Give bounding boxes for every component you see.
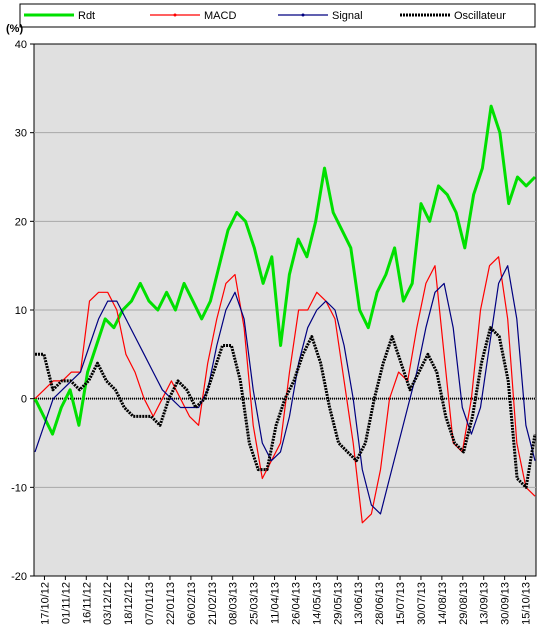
x-tick-label: 11/04/13 bbox=[270, 582, 282, 624]
y-tick-label: 30 bbox=[15, 128, 27, 140]
y-tick-label: 0 bbox=[21, 394, 27, 406]
legend-label-rdt: Rdt bbox=[78, 10, 95, 22]
series-line-macd bbox=[34, 256, 536, 524]
x-tick-label: 21/02/13 bbox=[207, 582, 219, 625]
x-tick-label: 06/02/13 bbox=[186, 582, 198, 625]
x-tick-label: 13/06/13 bbox=[353, 582, 365, 625]
x-tick-label: 30/07/13 bbox=[416, 582, 428, 625]
x-tick-label: 22/01/13 bbox=[165, 582, 177, 625]
legend-label-macd: MACD bbox=[204, 10, 236, 22]
x-tick-label: 15/10/13 bbox=[521, 582, 533, 625]
y-axis: -20 -10 0 10 20 30 40 bbox=[11, 39, 34, 583]
x-tick-label: 01/11/12 bbox=[60, 582, 72, 624]
legend-label-signal: Signal bbox=[332, 10, 363, 22]
y-tick-label: -20 bbox=[11, 571, 27, 583]
x-tick-label: 26/04/13 bbox=[290, 582, 302, 625]
y-tick-label: 40 bbox=[15, 39, 27, 51]
y-tick-label: -10 bbox=[11, 482, 27, 494]
x-tick-label: 18/12/12 bbox=[123, 582, 135, 625]
x-tick-label: 14/05/13 bbox=[311, 582, 323, 625]
legend-marker bbox=[173, 13, 177, 17]
series-line-oscillateur bbox=[35, 326, 537, 489]
legend-box bbox=[19, 3, 536, 28]
x-tick-label: 29/05/13 bbox=[332, 582, 344, 625]
legend: Rdt MACD Signal Oscillateur bbox=[19, 3, 536, 28]
series-group bbox=[33, 104, 537, 524]
series-line-signal bbox=[34, 265, 536, 515]
y-tick-label: 10 bbox=[15, 305, 27, 317]
y-axis-label: (%) bbox=[6, 23, 23, 35]
x-tick-label: 14/08/13 bbox=[437, 582, 449, 625]
x-tick-label: 15/07/13 bbox=[395, 582, 407, 625]
x-tick-label: 28/06/13 bbox=[374, 582, 386, 625]
x-tick-label: 07/01/13 bbox=[144, 582, 156, 625]
x-tick-label: 17/10/12 bbox=[39, 582, 51, 625]
x-tick-label: 16/11/12 bbox=[81, 582, 93, 624]
x-tick-label: 13/09/13 bbox=[479, 582, 491, 625]
x-tick-label: 03/12/12 bbox=[102, 582, 114, 625]
x-axis: 17/10/12 01/11/12 16/11/12 03/12/12 18/12/12… bbox=[39, 576, 533, 625]
y-tick-label: 20 bbox=[15, 216, 27, 228]
legend-label-oscillateur: Oscillateur bbox=[454, 10, 506, 22]
x-tick-label: 29/08/13 bbox=[458, 582, 470, 625]
x-tick-label: 08/03/13 bbox=[228, 582, 240, 625]
x-tick-label: 30/09/13 bbox=[500, 582, 512, 625]
legend-marker bbox=[301, 13, 305, 17]
x-tick-label: 25/03/13 bbox=[249, 582, 261, 625]
